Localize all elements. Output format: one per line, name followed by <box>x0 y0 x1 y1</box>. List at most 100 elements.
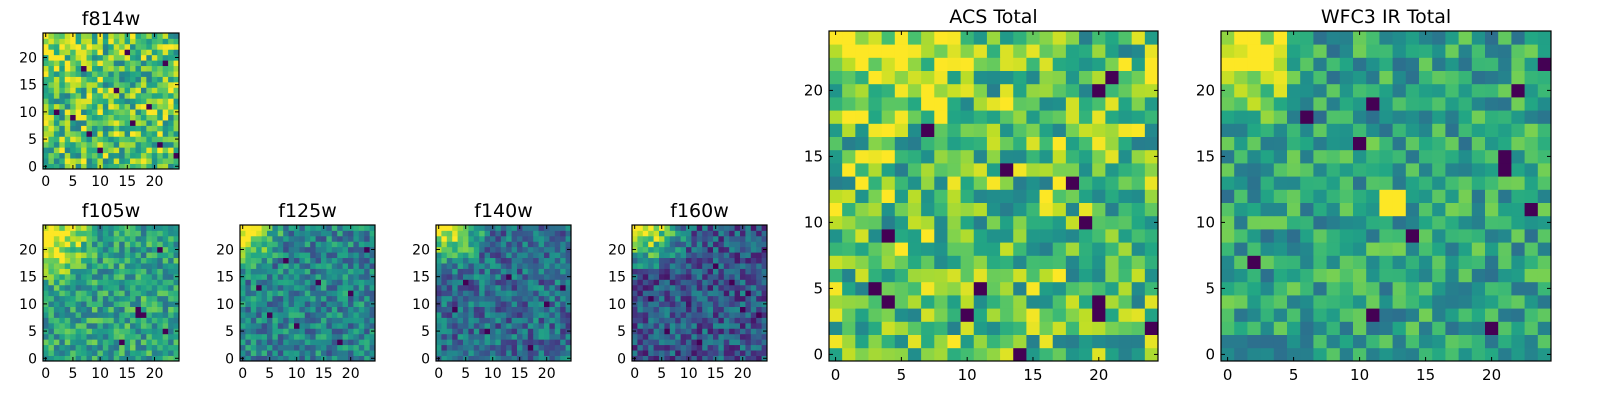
heatmap-cell <box>533 273 539 280</box>
heatmap-cell <box>140 350 147 356</box>
heatmap-cell <box>1326 321 1341 335</box>
heatmap-cell <box>108 328 115 335</box>
heatmap-cell <box>648 301 654 307</box>
heatmap-cell <box>565 235 572 242</box>
heatmap-cell <box>1498 163 1512 177</box>
heatmap-cell <box>538 355 545 362</box>
heatmap-cell <box>1524 215 1539 230</box>
heatmap-cell <box>1144 242 1159 256</box>
heatmap-cell <box>1511 189 1525 203</box>
heatmap-cell <box>294 344 300 351</box>
heatmap-cell <box>452 225 458 231</box>
heatmap-cell <box>842 295 856 309</box>
heatmap-cell <box>245 350 252 356</box>
heatmap-cell <box>1052 70 1067 85</box>
heatmap-cell <box>304 355 311 362</box>
heatmap-cell <box>53 103 60 110</box>
heatmap-cell <box>756 257 762 264</box>
heatmap-cell <box>473 290 480 297</box>
heatmap-cell <box>696 230 703 237</box>
heatmap-cell <box>560 328 566 335</box>
heatmap-cell <box>140 87 147 94</box>
heatmap-cell <box>675 290 681 297</box>
heatmap-cell <box>283 241 289 248</box>
heatmap-cell <box>544 317 550 324</box>
heatmap-cell <box>659 273 665 280</box>
heatmap-cell <box>331 284 338 291</box>
heatmap-cell <box>91 306 98 313</box>
heatmap-cell <box>527 273 534 280</box>
heatmap-cell <box>490 284 496 291</box>
heatmap-cell <box>881 149 896 164</box>
heatmap-cell <box>48 322 55 329</box>
heatmap-cell <box>1366 202 1380 217</box>
heatmap-cell <box>64 344 71 351</box>
heatmap-cell <box>86 268 93 275</box>
heatmap-cell <box>740 295 746 302</box>
heatmap-cell <box>734 339 741 346</box>
heatmap-cell <box>348 344 354 351</box>
heatmap-cell <box>669 344 676 351</box>
heatmap-cell <box>119 355 125 362</box>
heatmap-cell <box>102 163 109 170</box>
heatmap-cell <box>506 333 512 340</box>
heatmap-cell <box>490 235 496 242</box>
heatmap-cell <box>53 60 60 67</box>
heatmap-cell <box>1234 255 1248 269</box>
heatmap-cell <box>653 273 660 280</box>
heatmap-cell <box>288 322 295 329</box>
heatmap-cell <box>934 268 948 283</box>
heatmap-cell <box>267 317 273 324</box>
heatmap-cell <box>102 230 109 237</box>
heatmap-cell <box>1013 202 1027 217</box>
heatmap-cell <box>1065 242 1080 256</box>
heatmap-cell <box>881 31 896 45</box>
heatmap-cell <box>1092 242 1106 256</box>
heatmap-cell <box>1300 163 1314 177</box>
heatmap-cell <box>1432 347 1446 362</box>
heatmap-cell <box>1326 295 1341 309</box>
heatmap-cell <box>331 263 338 269</box>
heatmap-cell <box>740 290 746 297</box>
heatmap-cell <box>653 295 660 302</box>
heatmap-cell <box>734 322 741 329</box>
heatmap-cell <box>43 65 49 72</box>
heatmap-cell <box>130 65 136 72</box>
heatmap-cell <box>1273 176 1288 190</box>
heatmap-cell <box>108 109 115 115</box>
heatmap-cell <box>691 328 698 335</box>
heatmap-cell <box>157 92 164 99</box>
heatmap-cell <box>659 246 665 253</box>
heatmap-cell <box>119 344 125 351</box>
heatmap-cell <box>707 273 714 280</box>
heatmap-cell <box>446 322 453 329</box>
heatmap-cell <box>446 230 453 237</box>
heatmap-cell <box>173 38 180 45</box>
heatmap-cell <box>1000 31 1014 45</box>
heatmap-cell <box>86 322 93 329</box>
heatmap-cell <box>162 295 169 302</box>
heatmap-cell <box>81 257 87 264</box>
heatmap-cell <box>468 333 475 340</box>
heatmap-cell <box>277 333 284 340</box>
heatmap-cell <box>973 70 988 85</box>
heatmap-cell <box>146 295 153 302</box>
heatmap-cell <box>102 263 109 269</box>
heatmap-cell <box>48 284 55 291</box>
heatmap-cell <box>43 241 49 248</box>
heatmap-cell <box>517 344 523 351</box>
heatmap-cell <box>64 263 71 269</box>
heatmap-cell <box>1353 347 1367 362</box>
heatmap-cell <box>894 70 909 85</box>
heatmap-cell <box>358 301 365 307</box>
heatmap-cell <box>1353 321 1367 335</box>
heatmap-cell <box>452 246 458 253</box>
heatmap-cell <box>53 65 60 72</box>
heatmap-cell <box>680 252 687 259</box>
heatmap-cell <box>130 152 136 159</box>
heatmap-cell <box>527 306 534 313</box>
heatmap-cell <box>1247 83 1261 98</box>
heatmap-cell <box>960 268 975 283</box>
heatmap-cell <box>468 273 475 280</box>
